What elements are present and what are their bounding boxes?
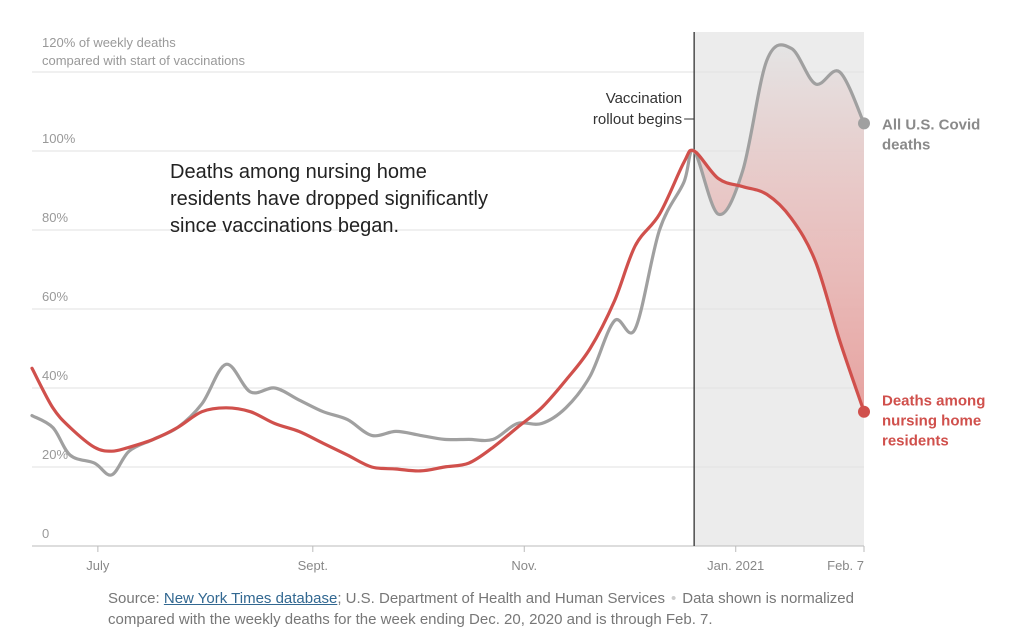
x-tick-label: Sept.: [298, 558, 328, 573]
source-link[interactable]: New York Times database: [163, 590, 338, 607]
headline-line-3: since vaccinations began.: [170, 215, 399, 237]
x-tick-label: Feb. 7: [827, 558, 864, 573]
y-axis-label-line-1: 120% of weekly deaths: [42, 35, 176, 50]
x-tick-label: July: [86, 558, 110, 573]
x-axis: July Sept. Nov. Jan. 2021 Feb. 7: [86, 546, 865, 573]
data-note: Data shown is normalized compared with t…: [108, 590, 854, 628]
series-labels: All U.S. Covid deaths Deaths among nursing …: [882, 116, 985, 449]
y-tick-label: 20%: [42, 447, 68, 462]
gap-area: [694, 44, 864, 412]
nursing-home-deaths-end-dot: [858, 405, 870, 418]
y-tick-label: 40%: [42, 368, 68, 383]
headline: Deaths among nursing home residents have…: [170, 161, 488, 237]
y-axis: 0 20% 40% 60% 80% 100%: [42, 131, 76, 541]
annotation-line-2: rollout begins: [593, 111, 682, 128]
headline-line-2: residents have dropped significantly: [170, 188, 488, 210]
source-prefix: Source:: [108, 590, 164, 607]
nursing-home-deaths-line: [30, 148, 866, 473]
nursing-home-deaths-label-line-2: nursing home: [882, 413, 981, 430]
nursing-home-deaths-label-line-3: residents: [882, 433, 949, 450]
source-note: Source: New York Times database; U.S. De…: [108, 588, 868, 630]
chart: 020%40%60%80%100% 120% of weekly deaths …: [30, 32, 985, 573]
y-tick-label: 60%: [42, 289, 68, 304]
all-covid-deaths-end-dot: [858, 117, 870, 130]
y-axis-label-line-2: compared with start of vaccinations: [42, 53, 246, 68]
y-tick-label: 100%: [42, 131, 76, 146]
x-tick-label: Nov.: [511, 558, 537, 573]
y-tick-label: 0: [42, 526, 49, 541]
source-rest: ; U.S. Department of Health and Human Se…: [337, 590, 665, 607]
nursing-home-deaths-label-line-1: Deaths among: [882, 393, 985, 410]
x-tick-label: Jan. 2021: [707, 558, 764, 573]
y-tick-label: 80%: [42, 210, 68, 225]
all-covid-deaths-label-line-2: deaths: [882, 136, 930, 153]
annotation-line-1: Vaccination: [606, 90, 682, 107]
series-lines: [30, 43, 870, 477]
separator-dot: •: [670, 590, 677, 607]
all-covid-deaths-label-line-1: All U.S. Covid: [882, 116, 980, 133]
headline-line-1: Deaths among nursing home: [170, 161, 427, 183]
